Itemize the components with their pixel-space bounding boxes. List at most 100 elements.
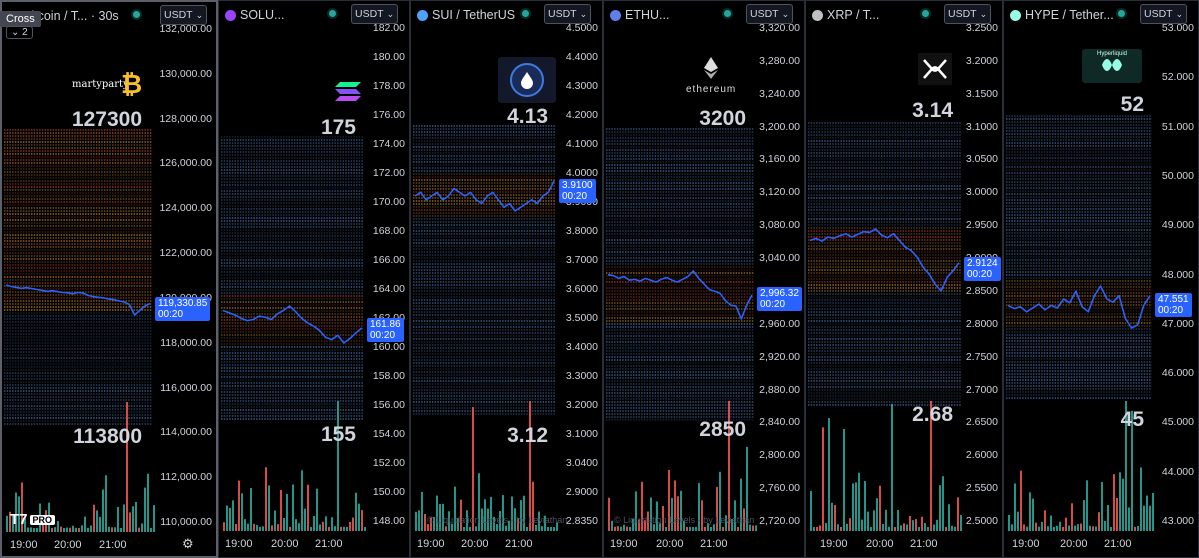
- svg-text:₿: ₿: [121, 70, 142, 98]
- chart-canvas[interactable]: [411, 1, 603, 558]
- chart-canvas[interactable]: [806, 1, 1003, 558]
- chart-canvas[interactable]: [2, 2, 218, 558]
- solana-logo: [335, 81, 361, 108]
- volume-bar: [1008, 514, 1010, 531]
- volume-bar: [861, 519, 863, 531]
- price-axis-tick: 3,240.00: [759, 87, 800, 100]
- volume-bar: [487, 508, 489, 531]
- currency-unit-dropdown[interactable]: USDT ⌄: [1140, 4, 1188, 24]
- price-axis-tick: 3.3000: [565, 370, 598, 382]
- last-price-value: 2,996.32: [760, 288, 799, 299]
- volume-bar: [653, 524, 655, 531]
- volume-bar: [138, 527, 140, 532]
- volume-bar: [232, 500, 234, 531]
- volume-bar: [819, 525, 821, 531]
- volume-bar: [541, 526, 543, 531]
- volume-bar: [879, 485, 881, 531]
- bitcoin-logo: martyparty ₿: [72, 70, 142, 98]
- price-axis-tick: 3,160.00: [759, 153, 800, 166]
- price-line: [607, 270, 753, 320]
- price-axis-tick: 3.2000: [965, 54, 998, 67]
- volume-bar: [490, 496, 492, 531]
- symbol-title[interactable]: SUI / TetherUS: [417, 6, 515, 24]
- currency-unit-dropdown[interactable]: USDT ⌄: [944, 4, 992, 24]
- price-axis-tick: 152.00: [372, 457, 405, 469]
- volume-bar: [1020, 470, 1022, 531]
- volume-bar: [837, 524, 839, 531]
- volume-bar: [135, 501, 137, 532]
- settings-gear-icon[interactable]: ⚙: [182, 536, 194, 551]
- last-price-value: 47.551: [1158, 294, 1189, 305]
- volume-bar: [662, 505, 664, 531]
- symbol-title[interactable]: ETHU...: [610, 6, 669, 24]
- volume-bar: [223, 522, 225, 531]
- chart-panel-sol[interactable]: SOLU... USDT ⌄ 182.00 180.00 178.00 176.00 174.…: [218, 0, 410, 558]
- volume-bar: [331, 517, 333, 531]
- currency-unit-dropdown[interactable]: USDT ⌄: [544, 4, 592, 24]
- volume-bar: [608, 497, 610, 531]
- price-axis-tick: 3,280.00: [759, 54, 800, 67]
- price-axis-tick: 3.0400: [565, 457, 598, 469]
- price-axis-tick: 2,960.00: [759, 317, 800, 330]
- price-axis-tick: 2.8350: [565, 515, 598, 527]
- volume-bar: [897, 509, 899, 531]
- chart-panel-btc[interactable]: Bitcoin / T... · 30s USDT ⌄ 132,000.00 130,0…: [0, 0, 218, 558]
- price-axis-tick: 158.00: [372, 370, 405, 382]
- tv-pro-badge: PRO: [29, 514, 56, 525]
- time-axis-label: 19:00: [225, 538, 253, 550]
- layout-count-badge[interactable]: ⌄ 2: [6, 26, 33, 39]
- price-axis-tick: 2.9000: [565, 486, 598, 498]
- volume-bar: [153, 505, 155, 532]
- currency-unit-dropdown[interactable]: USDT ⌄: [160, 5, 208, 25]
- volume-bar: [334, 526, 336, 531]
- volume-bar: [60, 526, 62, 532]
- volume-bar: [355, 492, 357, 531]
- tradingview-logo[interactable]: T7 PRO: [10, 511, 56, 528]
- volume-bar: [813, 526, 815, 531]
- price-axis-tick: 2.8500: [965, 284, 998, 297]
- time-axis-label: 21:00: [700, 538, 728, 550]
- volume-bar: [632, 519, 634, 531]
- xrp-coin-icon: [812, 9, 823, 21]
- price-line: [1007, 285, 1151, 329]
- currency-unit-dropdown[interactable]: USDT ⌄: [351, 4, 399, 24]
- symbol-title[interactable]: HYPE / Tether...: [1010, 6, 1114, 24]
- price-axis-tick: 2.9500: [965, 219, 998, 232]
- chart-canvas[interactable]: [219, 1, 410, 558]
- volume-bar: [352, 517, 354, 531]
- volume-bar: [1137, 525, 1139, 531]
- chart-canvas[interactable]: [604, 1, 805, 558]
- volume-bar: [1125, 401, 1127, 531]
- volume-bar: [84, 516, 86, 532]
- price-axis-tick: 166.00: [372, 254, 405, 266]
- volume-bar: [1092, 526, 1094, 531]
- price-axis-tick: 4.2000: [565, 109, 598, 121]
- price-axis-tick: 3,120.00: [759, 186, 800, 199]
- volume-bar: [550, 526, 552, 531]
- volume-bar: [361, 510, 363, 531]
- symbol-title[interactable]: SOLU...: [225, 6, 284, 24]
- volume-bar: [1032, 498, 1034, 531]
- volume-bar: [906, 524, 908, 531]
- chart-canvas[interactable]: [1004, 1, 1199, 558]
- volume-bar: [936, 519, 938, 531]
- chart-panel-xrp[interactable]: XRP / T... USDT ⌄ 3.2500 3.2000 3.1500 3.1000 3…: [805, 0, 1003, 558]
- currency-unit-dropdown[interactable]: USDT ⌄: [746, 4, 794, 24]
- volume-bar: [126, 402, 128, 532]
- volume-bar: [277, 524, 279, 531]
- volume-bar: [310, 526, 312, 531]
- volume-bar: [1041, 521, 1043, 531]
- volume-bar: [740, 478, 742, 531]
- volume-bar: [454, 486, 456, 531]
- price-axis-tick: 122,000.00: [159, 247, 212, 260]
- volume-bar: [99, 516, 101, 532]
- volume-bar: [1143, 505, 1145, 531]
- symbol-title[interactable]: XRP / T...: [812, 6, 879, 24]
- volume-bar: [286, 493, 288, 531]
- chart-panel-sui[interactable]: SUI / TetherUS USDT ⌄ 4.5000 4.4000 4.3000 4.2…: [410, 0, 603, 558]
- volume-bar: [864, 481, 866, 531]
- chevron-down-icon: ⌄: [781, 8, 790, 19]
- chart-panel-eth[interactable]: ETHU... USDT ⌄ 3,320.00 3,280.00 3,240.00 3,20…: [603, 0, 805, 558]
- volume-bar: [1095, 526, 1097, 531]
- chart-panel-hype[interactable]: HYPE / Tether... USDT ⌄ 53.000 52.000 51.000 5…: [1003, 0, 1199, 558]
